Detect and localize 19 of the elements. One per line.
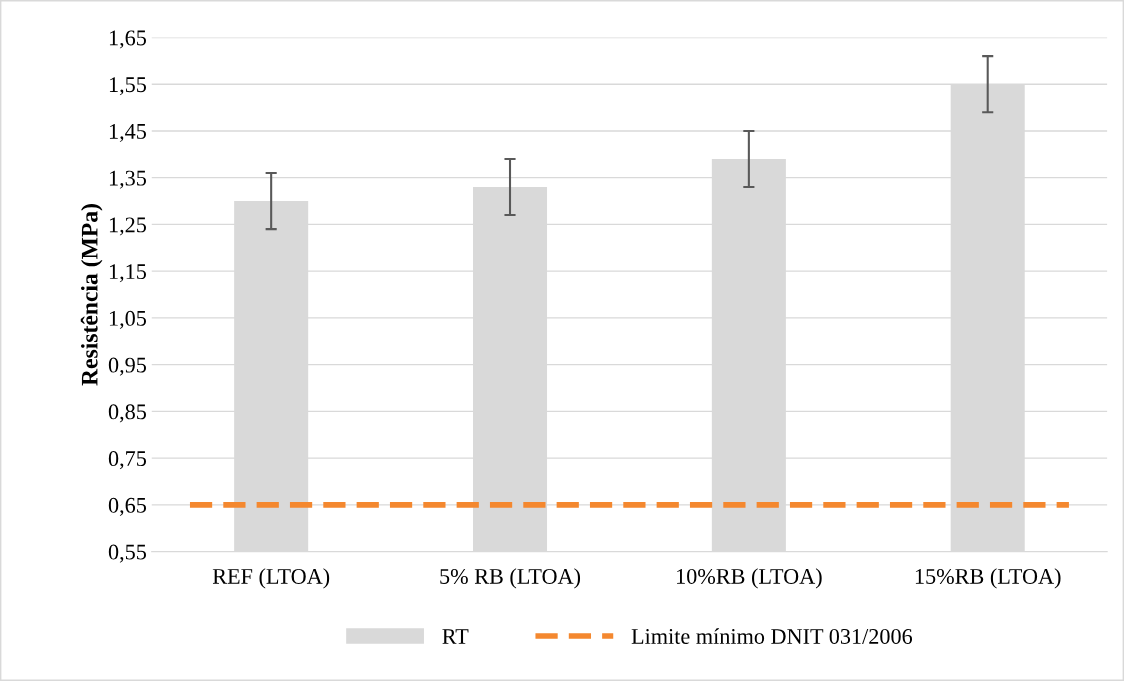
y-tick-label: 1,65 [109,30,147,49]
y-tick-label: 0,85 [108,404,147,423]
y-tick-label: 0,55 [108,544,147,563]
y-tick-label: 1,25 [109,217,147,236]
y-tick-label: 0,75 [108,451,147,470]
y-tick-label: 0,65 [108,497,147,516]
x-tick-label: 15%RB (LTOA) [915,568,1061,589]
y-tick-label: 1,35 [109,170,147,189]
y-tick-label: 1,55 [109,77,147,96]
y-tick-label: 1,45 [109,123,147,143]
legend-label: RT [442,629,469,644]
y-axis-title: Resistência (MPa) [80,204,103,386]
y-tick-label: 1,05 [109,310,147,330]
x-tick-label: 10%RB (LTOA) [677,568,822,589]
x-tick-label: 5% RB (LTOA) [440,568,581,589]
legend-label: Limite mínimo DNIT 031/2006 [631,628,913,644]
y-tick-label: 1,15 [109,264,147,283]
y-tick-label: 0,95 [108,357,147,376]
x-tick-label: REF (LTOA) [212,568,330,589]
